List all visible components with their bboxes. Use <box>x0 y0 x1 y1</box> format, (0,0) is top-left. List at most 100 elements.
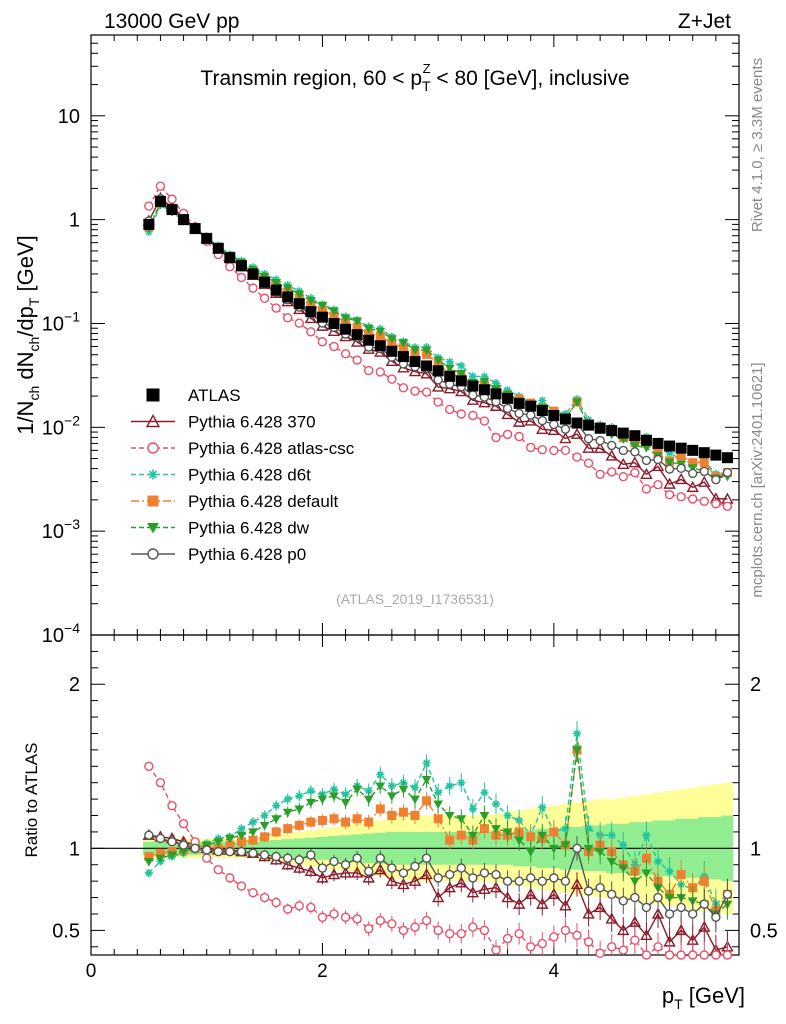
y-tick-label: 10−3 <box>42 516 80 543</box>
ratio-point-p370 <box>316 871 329 883</box>
ratio-point-csc <box>271 897 281 908</box>
point-p0 <box>595 435 605 446</box>
x-tick-label: 0 <box>86 961 97 982</box>
point-p370 <box>582 441 595 453</box>
ratio-point-default <box>329 814 339 824</box>
legend-label-d6t: Pythia 6.428 d6t <box>188 466 311 485</box>
ratio-point-dw <box>236 831 247 841</box>
point-d6t <box>480 372 489 381</box>
ratio-point-csc <box>468 922 478 932</box>
ratio-point-default <box>271 827 281 837</box>
point-atlas <box>409 356 421 368</box>
y-tick-label: 10−2 <box>42 412 80 439</box>
ratio-point-d6t <box>538 803 547 812</box>
ratio-point-dw <box>224 834 235 844</box>
point-d6t <box>538 396 547 405</box>
point-p0 <box>502 403 513 414</box>
point-p370 <box>489 399 503 411</box>
ratio-point-p370 <box>605 912 618 924</box>
legend-item-atlas: ATLAS <box>146 386 241 405</box>
ratio-point-p370 <box>397 877 410 890</box>
ratio-point-csc <box>155 777 166 788</box>
point-csc <box>502 429 513 440</box>
ratio-point-d6t <box>561 824 570 833</box>
ratio-point-p370 <box>408 874 422 886</box>
ratio-point-p0 <box>225 846 235 857</box>
ratio-tick-label: 1 <box>69 838 80 860</box>
ratio-point-p0 <box>375 853 385 863</box>
ratio-point-default <box>676 870 686 880</box>
point-p370 <box>559 432 572 444</box>
ratio-point-d6t <box>445 781 454 790</box>
point-csc <box>630 468 640 478</box>
ratio-point-p0 <box>641 902 652 913</box>
point-dw <box>479 378 490 387</box>
ratio-point-dw <box>514 836 525 846</box>
point-p0 <box>560 424 571 434</box>
ratio-point-d6t <box>654 857 662 866</box>
ratio-point-p0 <box>653 892 663 903</box>
ratio-point-p0 <box>618 896 628 906</box>
ratio-point-p370 <box>420 868 433 880</box>
ratio-point-p370 <box>651 907 665 919</box>
ratio-point-p0 <box>167 837 177 847</box>
point-atlas <box>212 242 224 254</box>
ratio-point-p370 <box>489 881 503 893</box>
ratio-point-d6t <box>480 788 489 797</box>
point-dw <box>375 327 386 337</box>
point-atlas <box>397 351 409 363</box>
point-atlas <box>316 311 328 323</box>
ratio-point-d6t <box>237 824 246 833</box>
point-p370 <box>443 382 456 394</box>
point-atlas <box>583 419 595 431</box>
ratio-point-default <box>398 807 408 817</box>
ratio-point-p0 <box>502 876 513 886</box>
point-csc <box>468 410 478 421</box>
ratio-point-d6t <box>411 783 419 792</box>
ratio-point-p370 <box>501 891 514 903</box>
point-csc <box>445 404 455 415</box>
ratio-point-csc <box>688 950 698 960</box>
ratio-point-default <box>549 827 559 837</box>
ratio-point-p0 <box>699 899 709 909</box>
ratio-point-default <box>248 835 258 845</box>
point-atlas <box>351 329 363 341</box>
point-atlas <box>374 340 386 352</box>
point-dw <box>629 442 640 451</box>
ratio-point-dw <box>305 798 316 808</box>
ratio-point-dw <box>664 894 675 903</box>
point-p370 <box>431 380 445 392</box>
ratio-point-p0 <box>549 873 559 883</box>
point-p0 <box>549 419 559 430</box>
ratio-point-dw <box>259 821 270 831</box>
ratio-point-p0 <box>178 840 189 850</box>
ratio-point-csc <box>641 950 652 960</box>
point-atlas <box>293 298 305 310</box>
ratio-point-p0 <box>445 869 455 880</box>
point-atlas <box>513 397 525 409</box>
ratio-point-p0 <box>352 853 362 863</box>
ratio-point-dw <box>143 857 154 867</box>
ratio-point-p0 <box>491 869 501 880</box>
legend-label-dw: Pythia 6.428 dw <box>188 519 310 538</box>
point-csc <box>410 386 420 396</box>
point-atlas <box>455 375 467 387</box>
point-dw <box>340 314 351 324</box>
ratio-point-dw <box>572 746 582 755</box>
ratio-point-csc <box>352 914 362 924</box>
point-csc <box>387 374 397 384</box>
point-d6t <box>445 357 454 366</box>
ratio-point-p0 <box>664 909 675 919</box>
point-atlas <box>178 214 190 226</box>
ratio-point-default <box>526 832 536 842</box>
legend: ATLAS Pythia 6.428 370 Pythia 6.428 atlas-… <box>131 386 355 564</box>
ratio-point-csc <box>248 887 258 898</box>
point-csc <box>433 397 443 407</box>
ratio-tick-label: 2 <box>750 674 761 696</box>
ratio-point-default <box>352 814 362 824</box>
mcplots-label: mcplots.cern.ch [arXiv:2401.10621] <box>749 362 766 597</box>
rivet-label: Rivet 4.1.0, ≥ 3.3M events <box>749 58 766 232</box>
ratio-point-csc <box>317 912 328 922</box>
ratio-point-csc <box>445 928 455 939</box>
point-atlas <box>490 388 502 400</box>
